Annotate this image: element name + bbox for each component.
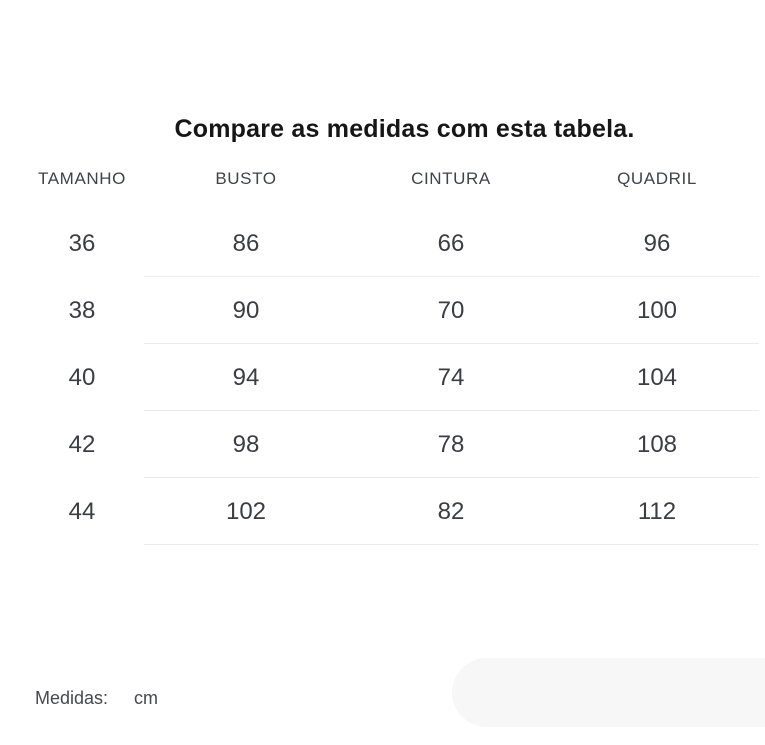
column-header-quadril: QUADRIL: [617, 169, 697, 188]
waist-cell: 70: [437, 296, 465, 324]
waist-cell: 74: [437, 363, 465, 391]
hip-cell: 100: [636, 296, 678, 324]
measurements-label: Medidas:: [35, 688, 109, 708]
table-row: 40 94 74 104: [0, 344, 765, 411]
size-cell: 42: [68, 430, 96, 458]
bust-cell: 94: [232, 363, 260, 391]
table-row: 44 102 82 112: [0, 478, 765, 545]
size-table-body: 36 86 66 96 38 90 70 100 40 94 74 104 42…: [0, 210, 765, 545]
column-header-cintura: CINTURA: [411, 169, 491, 188]
hip-cell: 96: [643, 229, 671, 257]
size-table-title: Compare as medidas com esta tabela.: [174, 115, 635, 143]
rounded-background-panel: [452, 658, 765, 727]
waist-cell: 78: [437, 430, 465, 458]
size-table-header-row: TAMANHO BUSTO CINTURA QUADRIL: [0, 169, 740, 188]
hip-cell: 112: [637, 497, 677, 525]
hip-cell: 104: [636, 363, 678, 391]
bust-cell: 86: [232, 229, 260, 257]
column-header-tamanho: TAMANHO: [38, 169, 126, 188]
waist-cell: 82: [437, 497, 465, 525]
table-row: 38 90 70 100: [0, 277, 765, 344]
measurements-footer: Medidas: cm: [35, 687, 158, 709]
size-cell: 44: [68, 497, 96, 525]
waist-cell: 66: [437, 229, 465, 257]
bust-cell: 90: [232, 296, 260, 324]
table-row: 42 98 78 108: [0, 411, 765, 478]
bust-cell: 102: [225, 497, 267, 525]
column-header-busto: BUSTO: [215, 169, 277, 188]
size-cell: 40: [68, 363, 96, 391]
table-row: 36 86 66 96: [0, 210, 765, 277]
size-cell: 36: [68, 229, 96, 257]
hip-cell: 108: [636, 430, 678, 458]
measurements-unit: cm: [134, 688, 159, 708]
size-cell: 38: [68, 296, 96, 324]
bust-cell: 98: [232, 430, 260, 458]
